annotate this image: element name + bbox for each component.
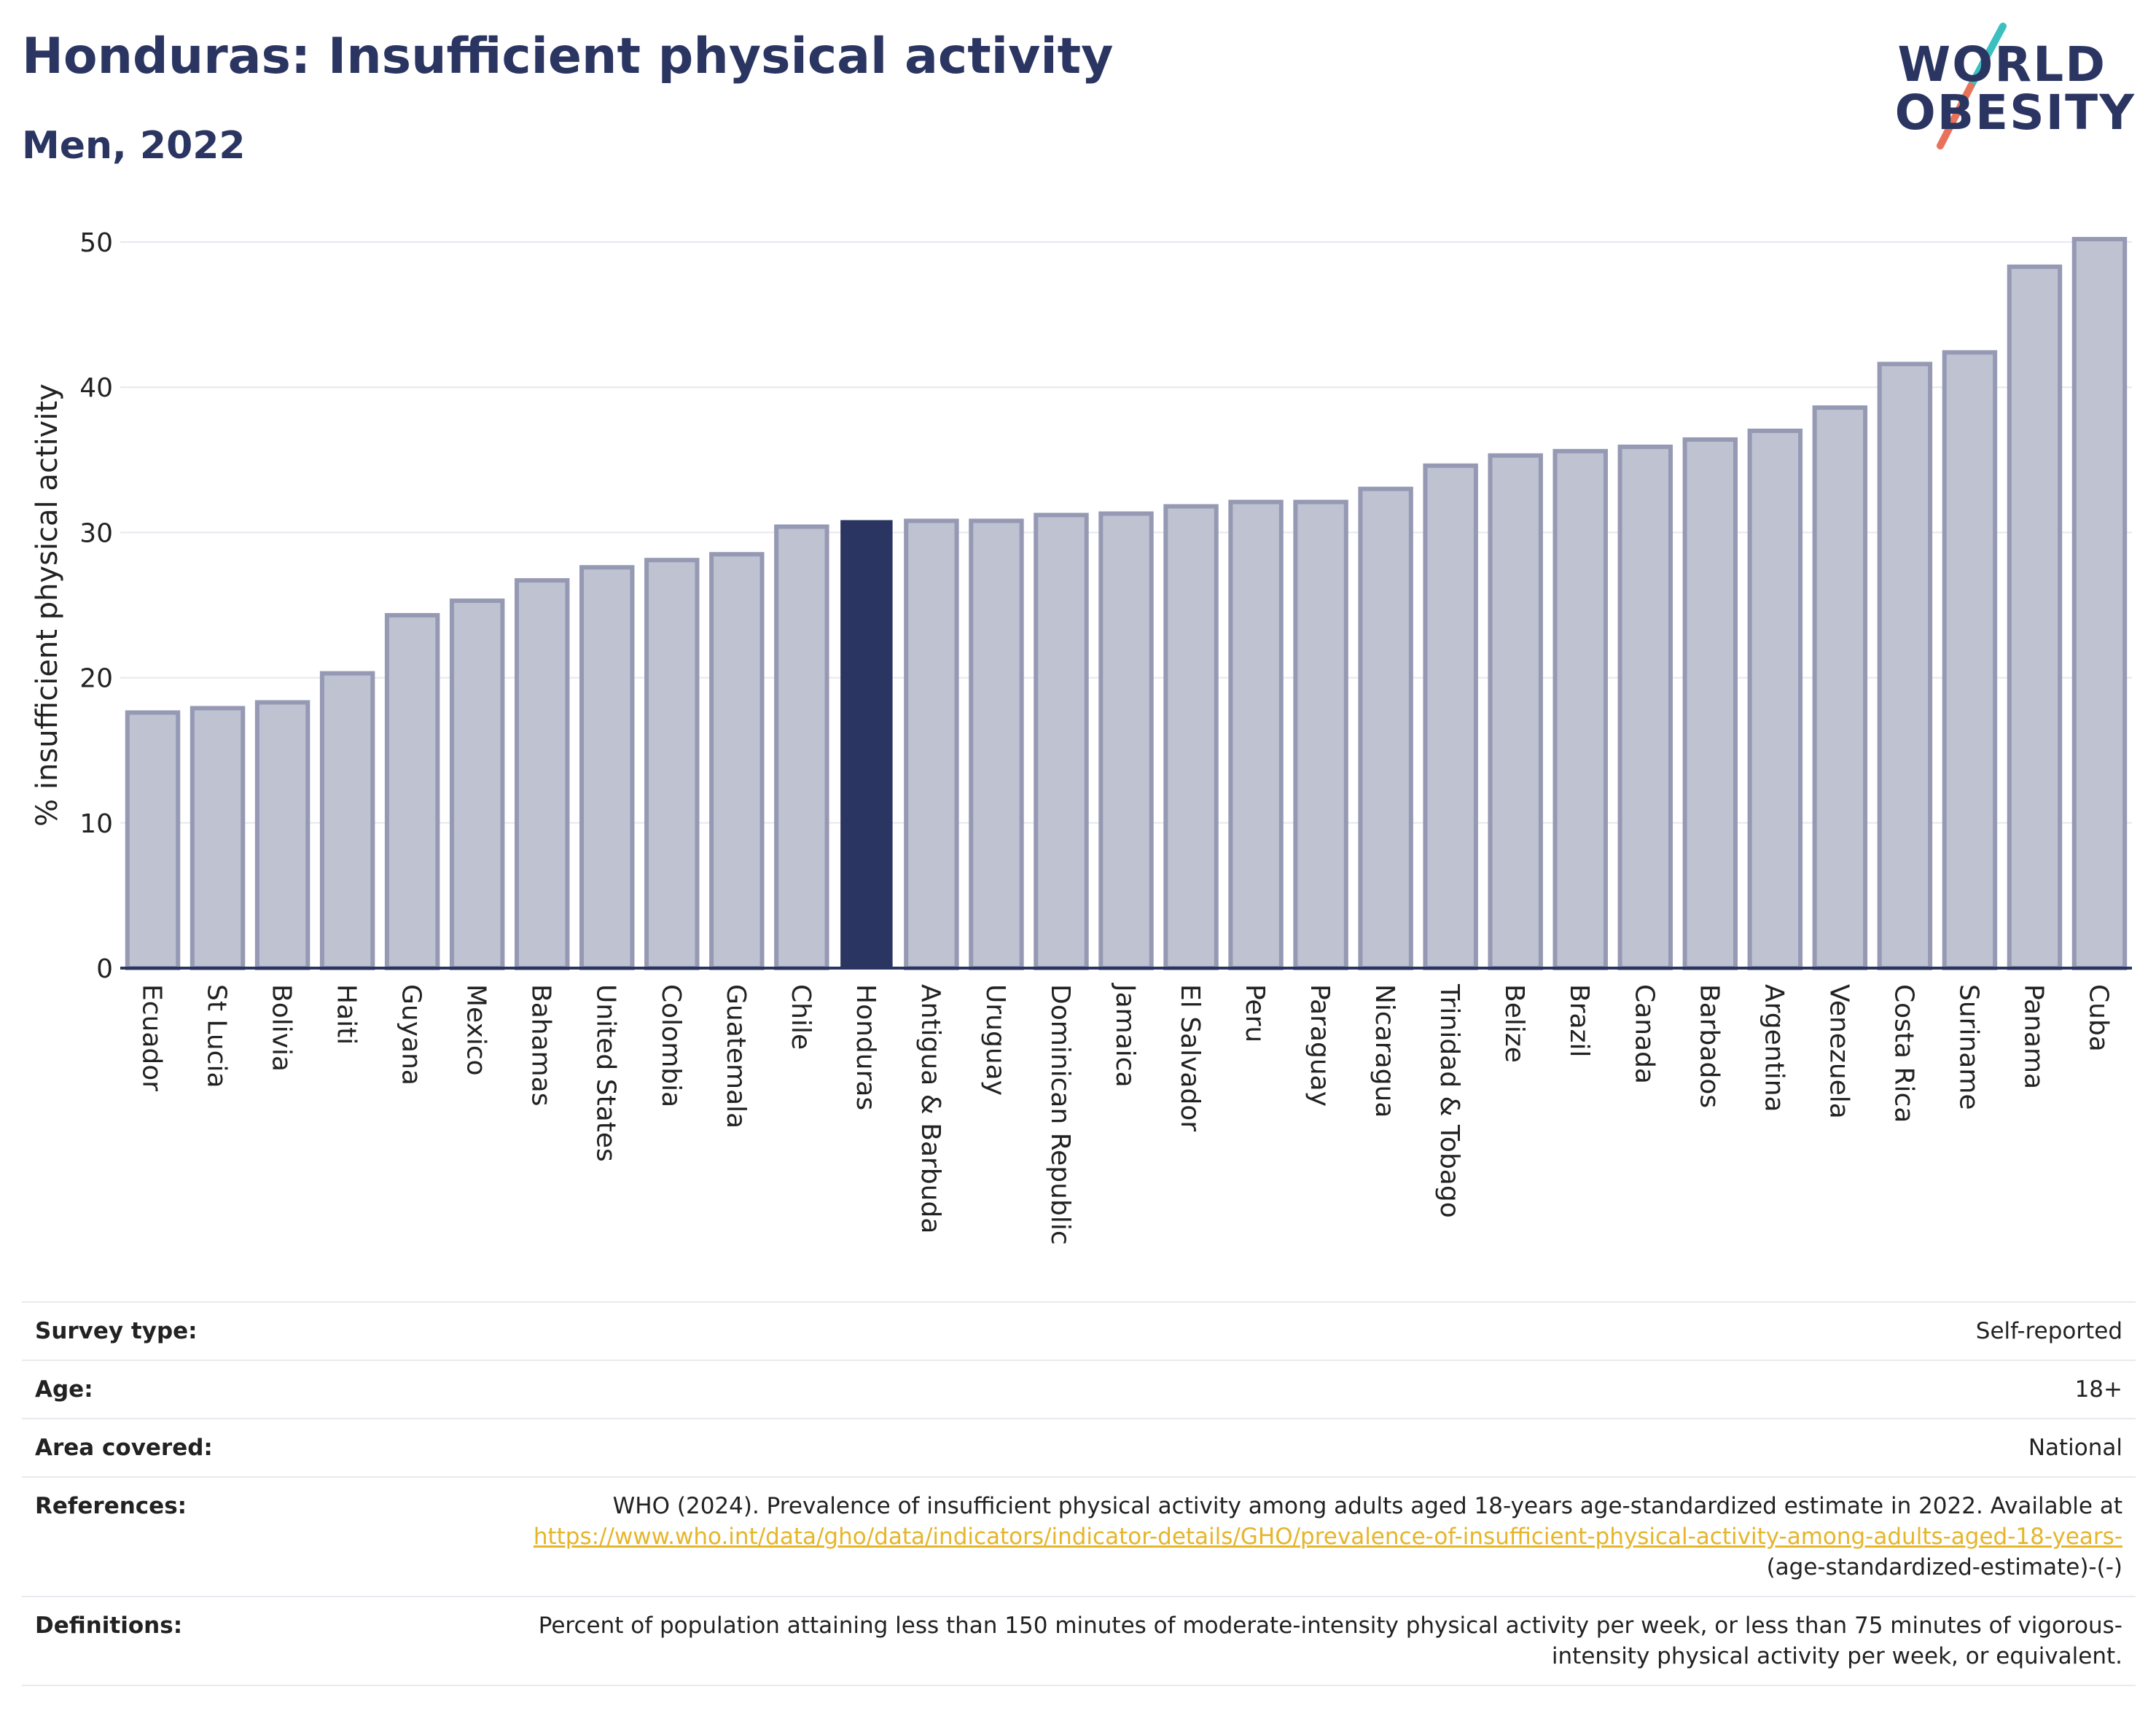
y-tick-label: 50 — [79, 228, 113, 258]
references-link[interactable]: https://www.who.int/data/gho/data/indica… — [533, 1524, 2122, 1550]
x-tick-label: Dominican Republic — [1045, 984, 1075, 1245]
x-tick-label: Barbados — [1694, 984, 1724, 1108]
bar-antigua-barbuda — [904, 518, 959, 970]
references-suffix: (age-standardized-estimate)-(-) — [1766, 1554, 2122, 1580]
x-tick-label: Haiti — [332, 984, 362, 1045]
bar-bolivia — [254, 700, 310, 970]
bar-ecuador — [125, 710, 181, 971]
logo-slash-icon — [1937, 23, 2007, 149]
x-tick-label: Bahamas — [526, 984, 556, 1107]
world-obesity-logo: WORLD OBESITY — [1895, 22, 2136, 153]
bar-honduras — [840, 520, 893, 969]
x-tick-label: St Lucia — [202, 984, 232, 1088]
info-table: Survey type: Self-reported Age: 18+ Area… — [22, 1301, 2136, 1686]
bar-costa-rica — [1877, 362, 1933, 970]
x-tick-label: Nicaragua — [1370, 984, 1399, 1118]
bar-dominican-republic — [1034, 512, 1089, 971]
x-tick-label: Antigua & Barbuda — [915, 984, 945, 1233]
bar-belize — [1488, 453, 1543, 971]
y-tick-label: 30 — [79, 518, 113, 548]
y-tick-label: 10 — [79, 809, 113, 839]
bar-argentina — [1747, 428, 1803, 970]
definitions-value: Percent of population attaining less tha… — [538, 1613, 2122, 1669]
bar-brazil — [1552, 448, 1608, 970]
bar-bahamas — [514, 578, 570, 970]
x-tick-label: Bolivia — [267, 984, 297, 1072]
x-tick-label: Cuba — [2083, 984, 2113, 1052]
x-tick-label: Guatemala — [721, 984, 751, 1128]
bar-chile — [774, 524, 829, 970]
x-tick-label: United States — [591, 984, 621, 1162]
y-axis-title: % insufficient physical activity — [31, 383, 64, 827]
info-row-survey-type: Survey type: Self-reported — [22, 1301, 2136, 1360]
x-tick-label: Peru — [1240, 984, 1270, 1042]
x-tick-label: Mexico — [461, 984, 491, 1076]
logo-word-obesity: OBESITY — [1894, 85, 2136, 141]
bar-mexico — [449, 599, 505, 970]
y-tick-label: 40 — [79, 373, 113, 403]
references-value: WHO (2024). Prevalence of insufficient p… — [519, 1491, 2122, 1583]
x-tick-label: Suriname — [1953, 984, 1983, 1110]
info-row-area: Area covered: National — [22, 1418, 2136, 1476]
bar-haiti — [319, 671, 375, 971]
bar-venezuela — [1812, 405, 1868, 970]
x-tick-labels: Ecuador St Lucia Bolivia Haiti Guyana Mexico B… — [137, 983, 2114, 1245]
x-tick-label: Venezuela — [1824, 984, 1854, 1119]
bars — [125, 237, 2128, 971]
x-tick-label: Colombia — [656, 984, 686, 1107]
area-value: National — [2028, 1435, 2122, 1461]
references-label: References: — [35, 1493, 187, 1519]
x-tick-label: Jamaica — [1110, 983, 1140, 1088]
y-tick-label: 20 — [79, 664, 113, 694]
age-label: Age: — [35, 1376, 93, 1403]
area-label: Area covered: — [35, 1435, 213, 1461]
x-tick-label: Argentina — [1759, 984, 1789, 1112]
x-tick-label: Uruguay — [980, 984, 1010, 1096]
bar-nicaragua — [1358, 486, 1413, 970]
survey-type-value: Self-reported — [1975, 1318, 2122, 1344]
x-tick-label: Canada — [1629, 984, 1659, 1084]
references-text: WHO (2024). Prevalence of insufficient p… — [612, 1493, 2122, 1519]
x-tick-label: Brazil — [1564, 984, 1594, 1057]
info-row-definitions: Definitions: Percent of population attai… — [22, 1596, 2136, 1686]
bar-paraguay — [1293, 499, 1348, 970]
y-tick-labels: 0 10 20 30 40 50 — [79, 228, 113, 984]
x-tick-label: El Salvador — [1175, 984, 1205, 1131]
info-row-references: References: WHO (2024). Prevalence of in… — [22, 1476, 2136, 1596]
y-tick-label: 0 — [96, 954, 113, 984]
x-tick-label: Costa Rica — [1889, 984, 1918, 1123]
definitions-label: Definitions: — [35, 1613, 183, 1639]
bar-uruguay — [969, 518, 1024, 970]
x-tick-label: Chile — [786, 984, 816, 1050]
bar-colombia — [644, 558, 700, 970]
x-tick-label: Paraguay — [1305, 984, 1335, 1107]
bar-el-salvador — [1163, 504, 1219, 970]
page-title: Honduras: Insufficient physical activity — [22, 28, 1114, 85]
bar-trinidad-tobago — [1423, 463, 1478, 970]
x-tick-label: Panama — [2018, 984, 2048, 1089]
bar-panama — [2007, 264, 2063, 970]
bar-guatemala — [709, 552, 765, 970]
x-tick-label: Trinidad & Tobago — [1434, 983, 1464, 1218]
bar-peru — [1228, 499, 1284, 970]
x-tick-label: Ecuador — [137, 984, 167, 1091]
bar-cuba — [2071, 237, 2128, 971]
logo-word-world: WORLD — [1897, 36, 2106, 93]
bar-barbados — [1682, 437, 1738, 970]
x-tick-label: Honduras — [851, 984, 880, 1110]
x-tick-label: Belize — [1499, 984, 1529, 1063]
page-subtitle: Men, 2022 — [22, 124, 246, 168]
info-row-age: Age: 18+ — [22, 1360, 2136, 1418]
bar-jamaica — [1098, 511, 1154, 970]
bar-chart: 0 10 20 30 40 50 Ecuador St Lucia Bolivia Haiti G… — [31, 228, 2132, 1245]
bar-canada — [1617, 444, 1673, 970]
age-value: 18+ — [2074, 1376, 2122, 1403]
bar-guyana — [384, 612, 440, 970]
x-tick-label: Guyana — [397, 984, 426, 1085]
bar-united-states — [579, 565, 635, 970]
survey-type-label: Survey type: — [35, 1318, 198, 1344]
bar-suriname — [1942, 350, 1998, 970]
bar-st-lucia — [190, 706, 246, 970]
